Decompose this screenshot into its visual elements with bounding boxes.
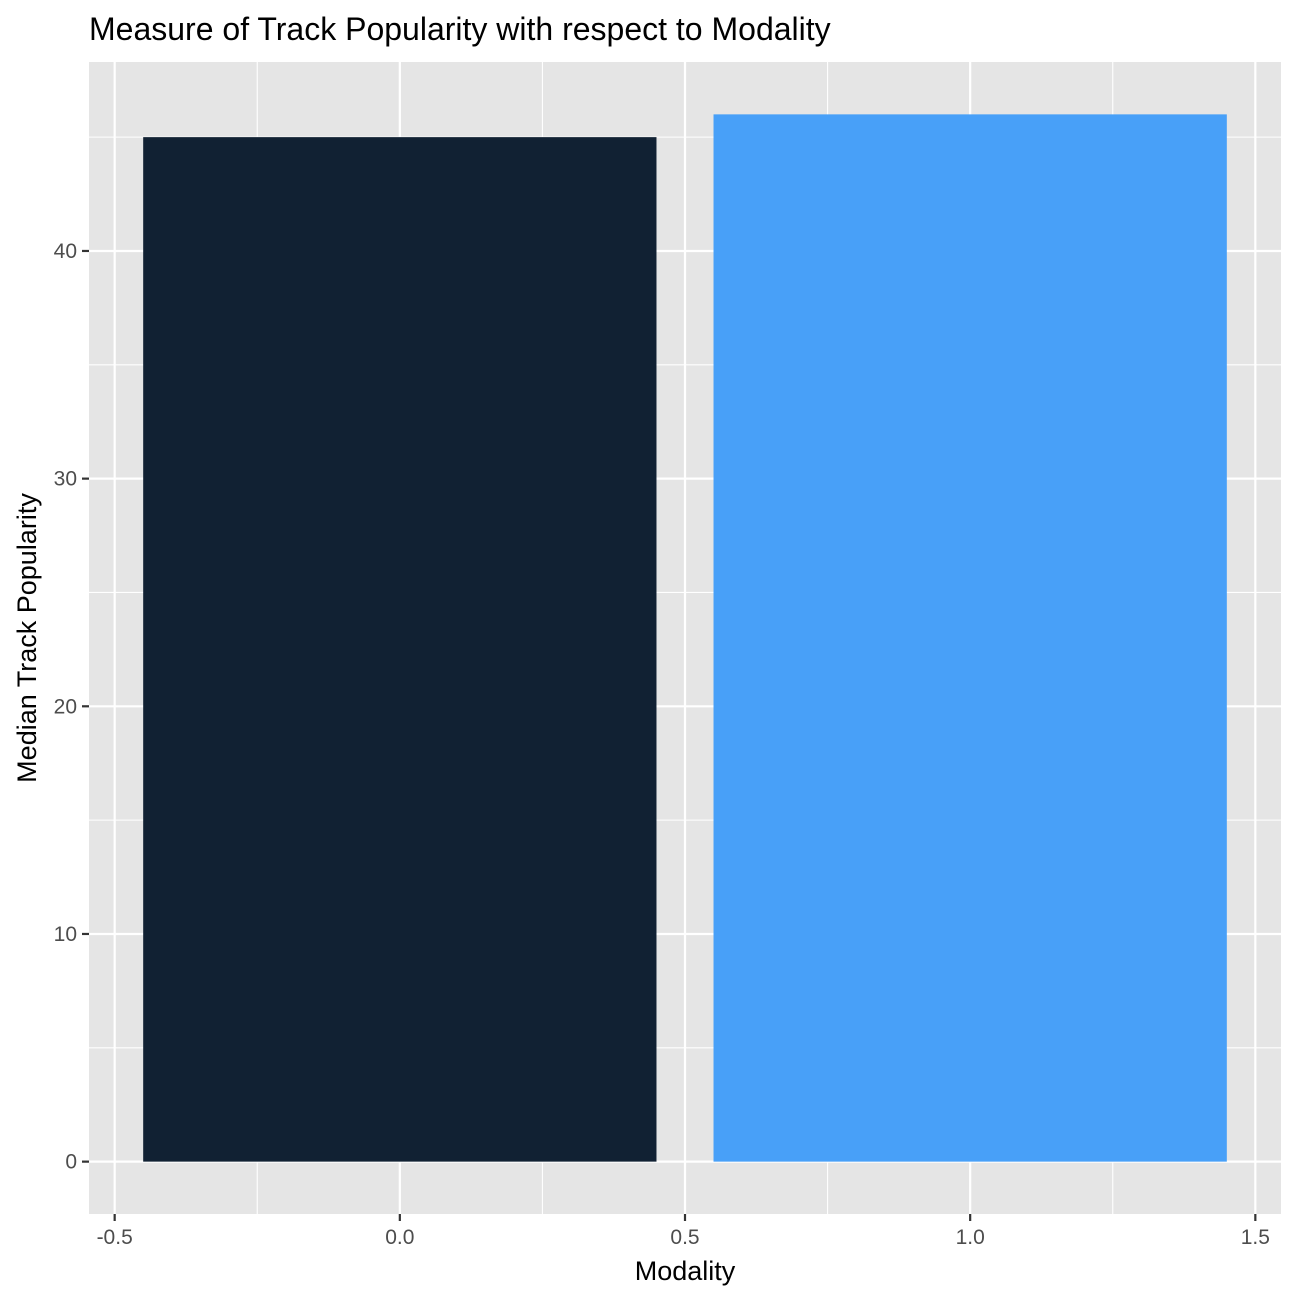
y-tick-label: 0 [65, 1151, 77, 1174]
x-tick-label: 0.0 [385, 1226, 414, 1249]
y-tick-label: 30 [54, 468, 77, 491]
x-tick-label: 1.0 [956, 1226, 985, 1249]
y-tick-label: 20 [54, 695, 77, 718]
y-axis: 0 10 20 30 40 [54, 240, 89, 1174]
x-axis: -0.5 0.0 0.5 1.0 1.5 [97, 1214, 1270, 1249]
x-axis-title: Modality [635, 1256, 736, 1286]
bar-modality-1 [713, 114, 1227, 1162]
x-tick-label: 0.5 [670, 1226, 699, 1249]
y-tick-label: 10 [54, 923, 77, 946]
y-axis-title: Median Track Popularity [12, 493, 42, 783]
y-tick-label: 40 [54, 240, 77, 263]
x-tick-label: 1.5 [1241, 1226, 1270, 1249]
x-tick-label: -0.5 [97, 1226, 133, 1249]
bars [143, 114, 1227, 1162]
bar-modality-0 [143, 137, 657, 1162]
chart-title: Measure of Track Popularity with respect… [89, 11, 831, 47]
